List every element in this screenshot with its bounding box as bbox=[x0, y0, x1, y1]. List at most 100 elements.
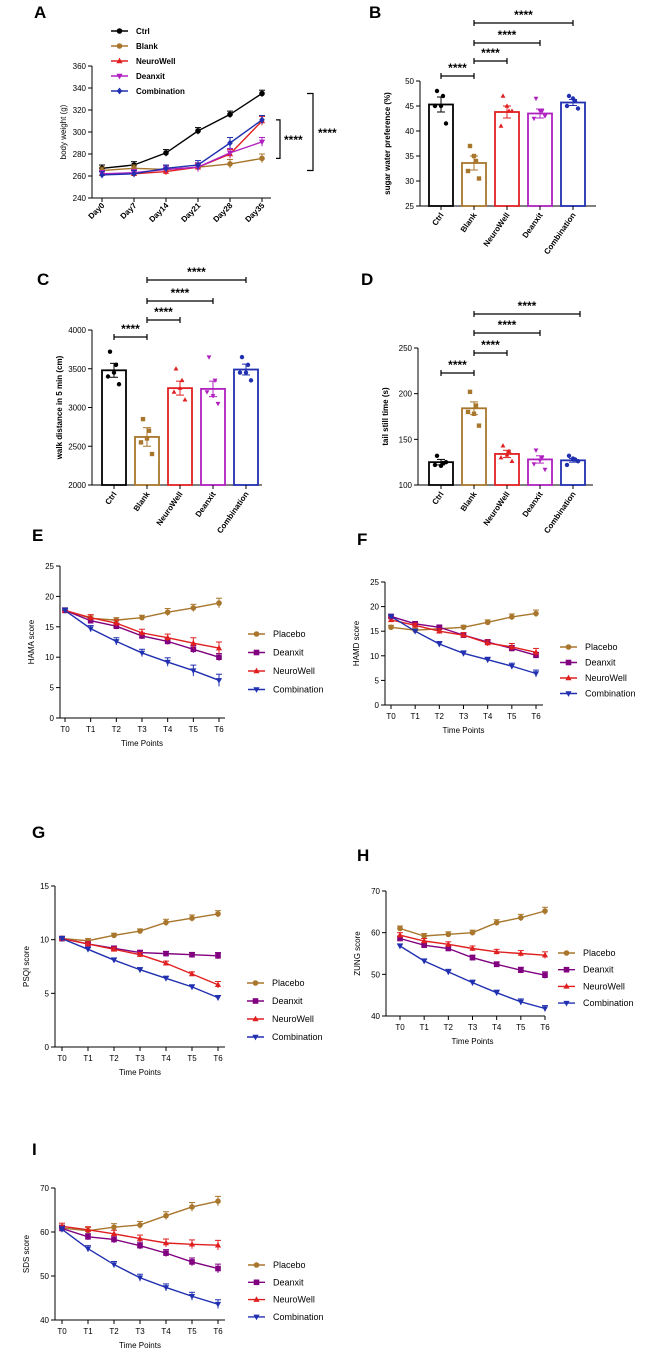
data-point bbox=[215, 1198, 221, 1204]
data-point bbox=[188, 1294, 196, 1300]
significance-label: **** bbox=[284, 133, 303, 147]
x-tick-label: T2 bbox=[109, 1327, 119, 1336]
data-point bbox=[113, 362, 119, 368]
data-point bbox=[412, 621, 419, 628]
y-tick-label: 200 bbox=[399, 390, 413, 399]
x-tick-label: Combination bbox=[542, 211, 577, 256]
data-point bbox=[493, 919, 500, 926]
x-axis-label: Time Points bbox=[119, 1341, 161, 1350]
bar-group-deanxit: Deanxit bbox=[521, 448, 553, 519]
data-point bbox=[138, 629, 146, 636]
data-point bbox=[467, 143, 473, 149]
legend-marker bbox=[252, 998, 259, 1004]
panel-letter: E bbox=[32, 526, 43, 545]
data-point bbox=[248, 378, 254, 383]
data-point bbox=[139, 614, 145, 621]
data-point bbox=[84, 940, 92, 947]
data-point bbox=[163, 164, 169, 172]
data-point bbox=[564, 462, 570, 468]
y-tick-label: 25 bbox=[370, 578, 379, 587]
series-deanxit bbox=[397, 935, 548, 979]
data-point bbox=[227, 139, 233, 147]
legend-label: Combination bbox=[585, 689, 636, 699]
bar-group-deanxit: Deanxit bbox=[521, 96, 553, 240]
data-point bbox=[195, 161, 201, 169]
data-point bbox=[110, 957, 118, 964]
data-point bbox=[216, 654, 222, 660]
bar-group-combination: Combination bbox=[542, 93, 586, 256]
data-point bbox=[162, 1239, 170, 1246]
y-axis-label: tail still time (s) bbox=[381, 387, 390, 446]
data-point bbox=[541, 951, 549, 958]
panel-c: C 2000 2500 3000 3500 4000 walk distance in 5 … bbox=[37, 265, 262, 535]
series-placebo bbox=[397, 906, 548, 939]
y-tick-label: 70 bbox=[371, 887, 380, 896]
y-tick-label: 3000 bbox=[68, 404, 86, 413]
x-tick-label: Ctrl bbox=[430, 490, 445, 506]
data-point bbox=[182, 397, 188, 402]
y-tick-label: 40 bbox=[371, 1012, 380, 1021]
x-tick-label: T6 bbox=[531, 712, 541, 721]
series-neurowell bbox=[58, 935, 222, 988]
data-point bbox=[113, 619, 120, 626]
y-tick-label: 5 bbox=[375, 676, 380, 685]
data-point bbox=[190, 639, 197, 646]
y-tick-label: 300 bbox=[73, 128, 87, 137]
bar bbox=[560, 101, 586, 207]
data-point bbox=[107, 349, 113, 354]
x-tick-label: Deanxit bbox=[194, 490, 218, 519]
series-combination bbox=[58, 1226, 222, 1309]
data-point bbox=[493, 990, 500, 997]
data-point bbox=[111, 370, 117, 375]
y-tick-label: 10 bbox=[45, 653, 54, 662]
legend-marker bbox=[253, 1279, 260, 1286]
data-point bbox=[214, 1301, 222, 1308]
x-axis-label: Time Points bbox=[452, 1037, 494, 1046]
panel-h: H 40 50 60 70 ZUNG score T0 T1 T2 T3 T4 T5 T6 Time Po… bbox=[353, 846, 634, 1046]
data-point bbox=[214, 981, 222, 987]
data-point bbox=[188, 1240, 196, 1247]
data-point bbox=[110, 1230, 118, 1236]
data-point bbox=[506, 448, 512, 453]
data-point bbox=[214, 1241, 222, 1248]
x-tick-label: Ctrl bbox=[103, 490, 118, 506]
legend-label: Deanxit bbox=[585, 658, 616, 668]
x-tick-label: Day28 bbox=[211, 201, 234, 224]
bar bbox=[167, 387, 193, 486]
significance-label: **** bbox=[448, 358, 467, 372]
data-point bbox=[113, 639, 120, 645]
y-tick-label: 4000 bbox=[68, 326, 86, 335]
x-tick-label: T3 bbox=[135, 1327, 145, 1336]
bar bbox=[233, 368, 259, 486]
y-tick-label: 260 bbox=[73, 172, 87, 181]
data-point bbox=[137, 1222, 143, 1228]
data-point bbox=[237, 370, 243, 375]
data-point bbox=[566, 93, 572, 99]
data-point bbox=[541, 1006, 549, 1012]
data-point bbox=[215, 952, 221, 959]
series-ctrl bbox=[99, 89, 265, 172]
legend-marker bbox=[252, 1034, 259, 1041]
legend-marker bbox=[253, 1262, 260, 1268]
data-point bbox=[518, 967, 524, 973]
data-point bbox=[469, 980, 476, 987]
data-point bbox=[189, 915, 195, 921]
panel-letter: G bbox=[32, 823, 45, 842]
y-tick-label: 50 bbox=[40, 1272, 49, 1281]
bar-group-ctrl: Ctrl bbox=[428, 88, 454, 227]
data-point bbox=[508, 643, 515, 650]
data-point bbox=[162, 1285, 170, 1291]
legend-marker bbox=[253, 687, 260, 693]
data-point bbox=[432, 462, 438, 468]
x-tick-label: Day14 bbox=[147, 201, 170, 224]
x-tick-label: Blank bbox=[459, 211, 479, 234]
series-line bbox=[101, 141, 263, 175]
x-tick-label: T1 bbox=[83, 1054, 93, 1063]
data-point bbox=[388, 624, 394, 631]
series-combination bbox=[396, 943, 549, 1012]
panel-i: I 40 50 60 70 SDS score T0 T1 T2 T3 T4 T5 T6 Time Poi… bbox=[22, 1140, 324, 1350]
data-point bbox=[177, 385, 183, 390]
data-point bbox=[539, 455, 545, 461]
x-tick-label: T1 bbox=[86, 725, 96, 734]
y-tick-label: 15 bbox=[40, 882, 49, 891]
